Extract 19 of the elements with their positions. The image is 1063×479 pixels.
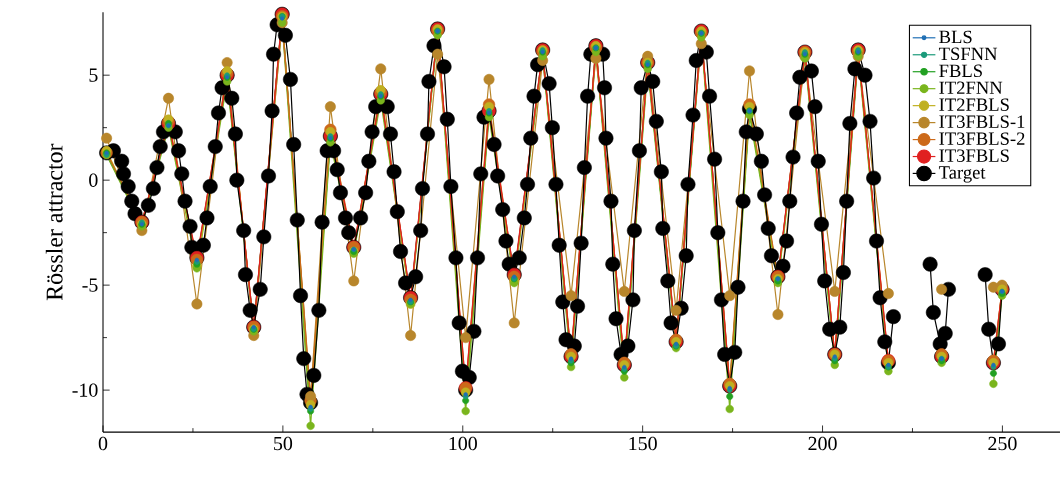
y-tick-label: -10	[72, 383, 98, 397]
legend-label: IT2FBLS	[939, 98, 1009, 112]
legend-label: TSFNN	[938, 47, 998, 61]
legend-label: Target	[938, 166, 986, 183]
x-tick-label: 250	[988, 436, 1017, 451]
y-tick-label: 0	[89, 173, 98, 187]
x-tick-label: 150	[629, 436, 657, 451]
legend-label: IT3FBLS-2	[939, 132, 1025, 145]
legend-label: IT3FBLS	[939, 149, 1009, 162]
x-tick-label: 100	[449, 436, 477, 451]
y-tick-label: -5	[82, 278, 98, 292]
legend-label: IT3FBLS-1	[939, 115, 1025, 128]
y-axis-title: Rössler attractor	[45, 143, 63, 301]
y-tick-label: 5	[89, 68, 98, 82]
x-tick-label: 200	[808, 436, 837, 451]
x-tick-label: 50	[274, 436, 293, 451]
legend-label: IT2FNN	[939, 81, 1003, 94]
legend-label: BLS	[939, 30, 972, 44]
legend-label: FBLS	[939, 64, 982, 78]
